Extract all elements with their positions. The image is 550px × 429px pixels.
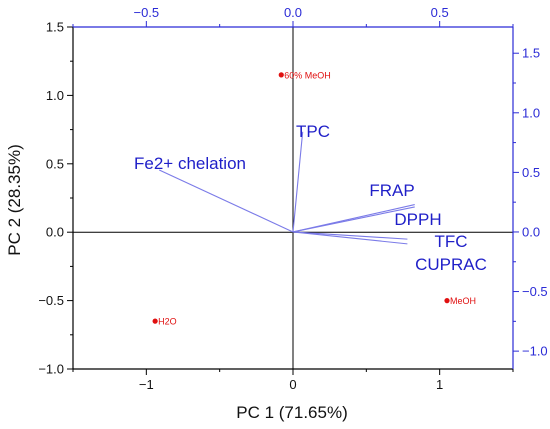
bottom-tick-label: 0 [289, 377, 296, 392]
score-label: 60% MeOH [284, 70, 331, 80]
loading-vector [292, 206, 415, 233]
loading-vector [159, 169, 294, 233]
left-tick-label: 0.5 [46, 156, 64, 171]
left-tick-label: −0.5 [38, 293, 64, 308]
loading-label: TFC [434, 232, 467, 251]
left-tick-label: 1.5 [46, 20, 64, 35]
loading-label: DPPH [394, 210, 441, 229]
left-tick-label: 1.0 [46, 88, 64, 103]
top-tick-label: 0.5 [431, 5, 449, 20]
bottom-tick-label: −1 [139, 377, 154, 392]
loading-label: TPC [296, 122, 330, 141]
score-label: MeOH [450, 296, 476, 306]
right-tick-label: 0.5 [522, 165, 540, 180]
top-tick-label: −0.5 [133, 5, 159, 20]
left-tick-label: 0.0 [46, 225, 64, 240]
right-tick-label: 1.0 [522, 105, 540, 120]
left-tick-label: −1.0 [38, 362, 64, 377]
score-label: H2O [158, 317, 177, 327]
right-tick-label: 0.0 [522, 224, 540, 239]
loading-label: Fe2+ chelation [134, 154, 246, 173]
x-axis-title: PC 1 (71.65%) [236, 403, 348, 422]
y-axis-title: PC 2 (28.35%) [5, 144, 24, 256]
loading-vectors: TPC Fe2+ chelation FRAP DPPH TFC CUPRAC [134, 122, 487, 274]
right-tick-label: 1.5 [522, 46, 540, 61]
score-points: 60% MeOH H2O MeOH [152, 70, 476, 327]
right-tick-label: −1.0 [522, 344, 548, 359]
loading-label: CUPRAC [415, 255, 487, 274]
loading-vector [292, 231, 408, 240]
score-point [278, 72, 284, 78]
loading-label: FRAP [369, 181, 414, 200]
axes: −1 0 1 −1.0 −0.5 0.0 0.5 1.0 1.5 −0.5 0.0 0.5 −1.0 −0… [38, 5, 547, 392]
loading-vector [292, 131, 304, 233]
score-point [152, 318, 158, 324]
right-tick-label: −0.5 [522, 284, 548, 299]
bottom-tick-label: 1 [436, 377, 443, 392]
score-point [444, 298, 450, 304]
top-tick-label: 0.0 [284, 5, 302, 20]
loading-vector [292, 231, 408, 245]
